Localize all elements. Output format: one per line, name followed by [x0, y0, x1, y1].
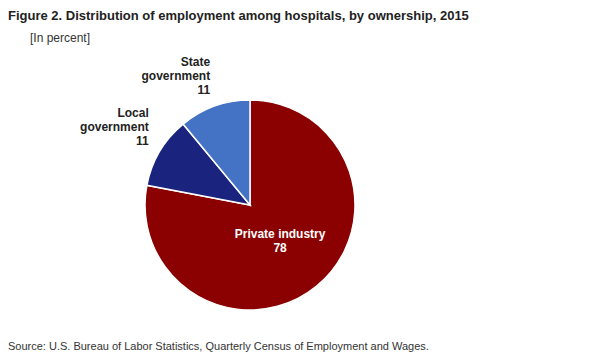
data-label: 11: [197, 83, 210, 97]
pie-slice: [183, 100, 250, 205]
slice-category-label: State: [181, 55, 211, 69]
slice-labels: Private industry78Localgovernment11State…: [80, 55, 326, 255]
slice-category-label: Local: [117, 106, 148, 120]
title: Figure 2. Distribution of employment amo…: [8, 8, 469, 23]
subtitle: [In percent]: [30, 31, 90, 45]
slice-category-label: Private industry: [235, 227, 326, 241]
pie-slice: [145, 100, 355, 310]
slice-category-label: government: [141, 69, 210, 83]
source: Source: U.S. Bureau of Labor Statistics,…: [8, 340, 429, 352]
slices: [145, 100, 355, 310]
data-label: 78: [273, 241, 287, 255]
background: [0, 0, 599, 359]
chart: Figure 2. Distribution of employment amo…: [0, 0, 599, 359]
slice-category-label: government: [80, 120, 149, 134]
data-label: 11: [136, 134, 149, 148]
